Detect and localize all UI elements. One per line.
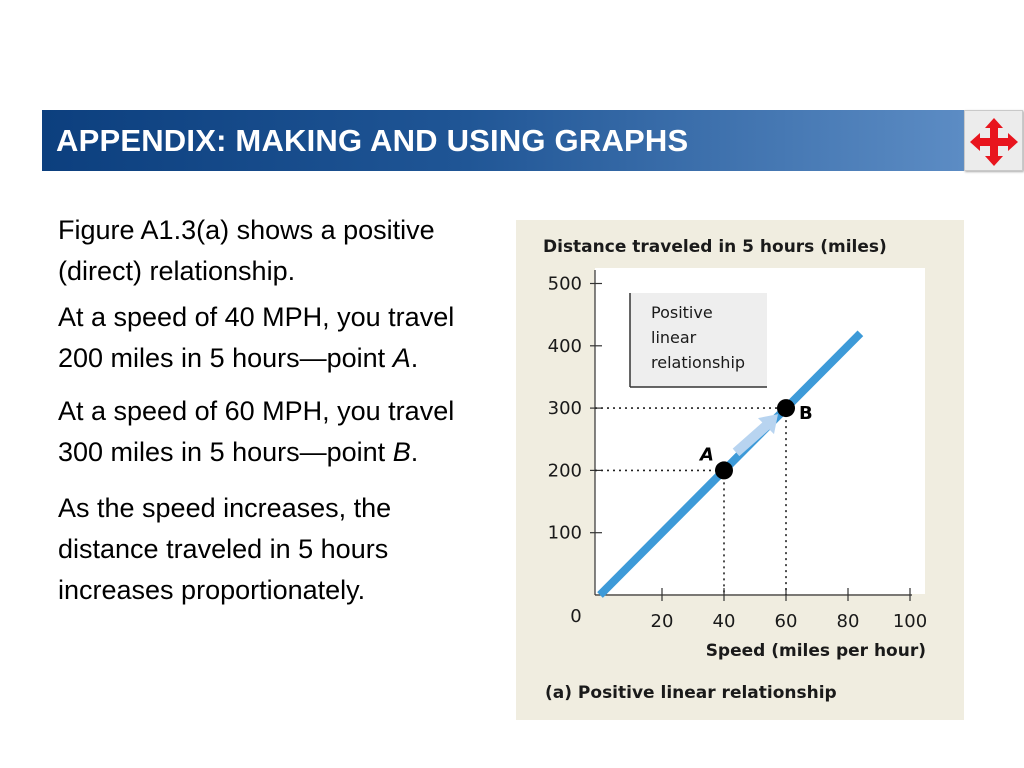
movement-arrow-head [758,414,778,435]
origin-label: 0 [570,606,581,627]
paragraph-conclusion: As the speed increases, the distance tra… [58,493,392,605]
paragraph-point-b: At a speed of 60 MPH, you travel 300 mil… [58,391,498,473]
four-way-arrows-icon [970,118,1018,166]
point-b-letter: B [392,437,411,467]
point-b-text: At a speed of 60 MPH, you travel 300 mil… [58,396,455,467]
point-a-text: At a speed of 40 MPH, you travel 200 mil… [58,302,455,373]
annotation-line: linear [651,328,697,347]
paragraph-point-a: At a speed of 40 MPH, you travel 200 mil… [58,297,498,379]
x-axis-title: Speed (miles per hour) [706,641,926,661]
point-label-a: A [698,444,714,465]
y-tick-label: 200 [548,460,582,481]
point-b-period: . [410,437,419,467]
y-tick-label: 500 [548,274,582,295]
x-tick-label: 80 [837,611,860,632]
y-tick-label: 400 [548,336,582,357]
x-tick-label: 60 [775,611,798,632]
page-title: APPENDIX: MAKING AND USING GRAPHS [56,123,689,158]
point-a-period: . [410,343,419,373]
chart-panel: Distance traveled in 5 hours (miles) 100 2… [516,220,964,720]
movement-arrow [732,420,772,457]
title-bar: APPENDIX: MAKING AND USING GRAPHS [42,110,964,171]
chart: Distance traveled in 5 hours (miles) 100 2… [516,220,964,720]
x-tick-label: 100 [893,611,927,632]
body-text: Figure A1.3(a) shows a positive (direct)… [58,210,498,611]
y-tick-label: 100 [548,523,582,544]
point-label-b: B [799,403,813,424]
nav-button[interactable] [964,110,1023,171]
data-point-b [777,399,795,418]
y-tick-label: 300 [548,398,582,419]
annotation-text: Positive linear relationship [651,303,745,372]
x-tick-label: 20 [651,611,674,632]
point-a-letter: A [392,343,411,373]
chart-caption: (a) Positive linear relationship [545,683,837,703]
paragraph-figure-description: Figure A1.3(a) shows a positive (direct)… [58,215,435,286]
y-axis-title: Distance traveled in 5 hours (miles) [543,237,887,257]
annotation-line: relationship [651,353,745,372]
x-tick-label: 40 [713,611,736,632]
annotation-line: Positive [651,303,713,322]
annotation-box [630,293,767,387]
data-point-a [715,461,733,480]
